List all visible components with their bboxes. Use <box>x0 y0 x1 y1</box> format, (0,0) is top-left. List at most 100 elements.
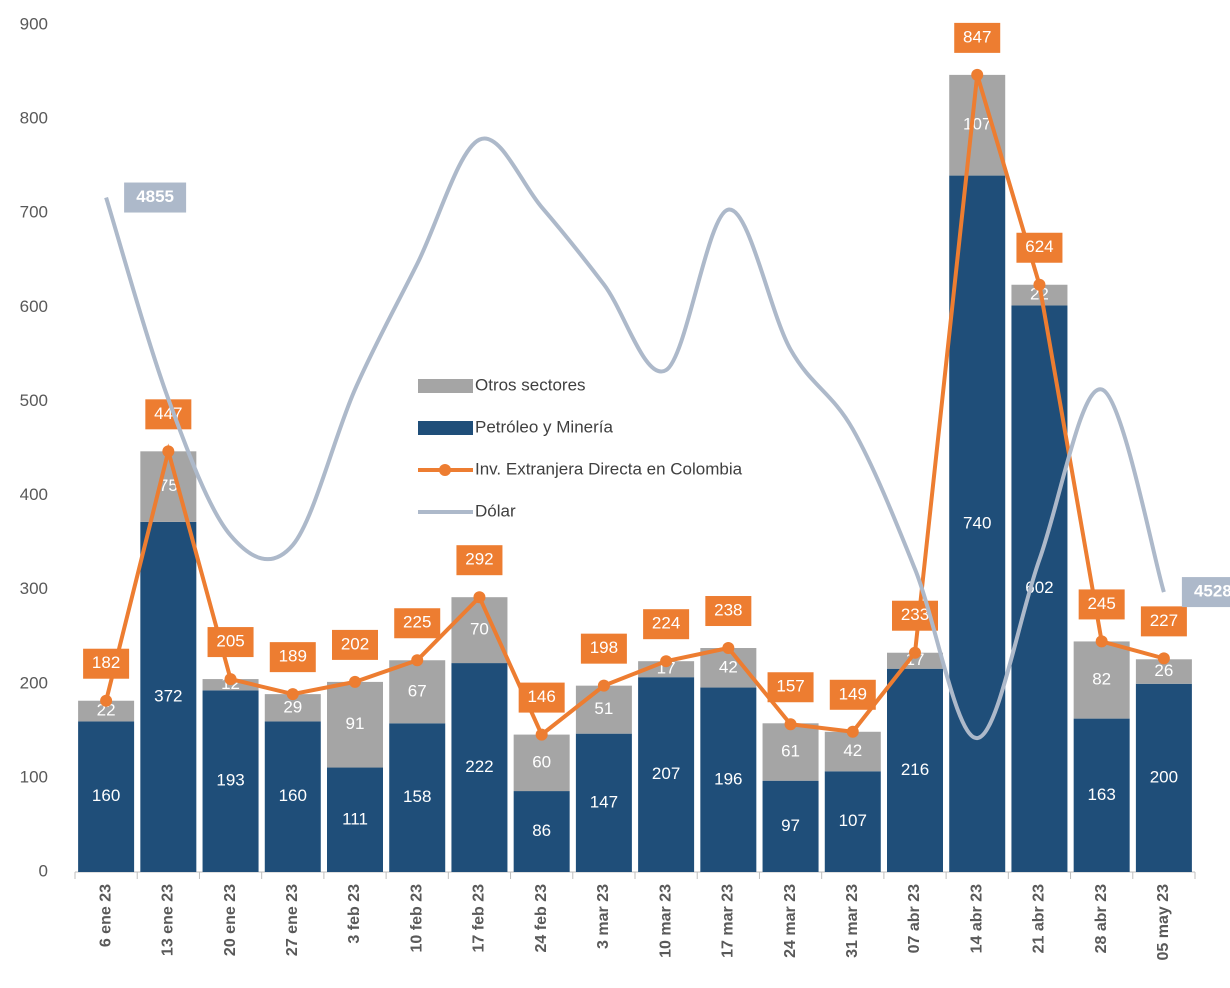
x-tick-label: 31 mar 23 <box>844 884 861 958</box>
dollar-value-label: 4855 <box>136 187 174 206</box>
bar <box>575 733 632 872</box>
x-tick-label: 20 ene 23 <box>222 884 239 956</box>
x-tick-label: 14 abr 23 <box>968 884 985 953</box>
y-tick-label: 200 <box>20 673 48 692</box>
x-tick-label: 05 may 23 <box>1155 884 1172 961</box>
total-label-box <box>394 608 441 639</box>
bar-value-label: 29 <box>283 697 302 716</box>
bar-value-label: 107 <box>963 115 991 134</box>
bar <box>451 663 508 872</box>
bar <box>513 791 570 872</box>
dollar-label-box <box>124 182 187 213</box>
bar-value-label: 86 <box>532 821 551 840</box>
bar <box>638 677 695 872</box>
total-value-label: 245 <box>1087 594 1115 613</box>
bar <box>1135 683 1192 872</box>
x-tick-label: 17 feb 23 <box>471 884 488 953</box>
bar-value-label: 147 <box>590 792 618 811</box>
total-marker <box>473 591 486 604</box>
total-value-label: 447 <box>154 404 182 423</box>
bar <box>140 451 197 522</box>
total-value-label: 225 <box>403 613 431 632</box>
bar-value-label: 97 <box>781 816 800 835</box>
total-label-box <box>83 648 130 679</box>
bar-value-label: 26 <box>1154 661 1173 680</box>
total-label-box <box>332 629 378 660</box>
bar <box>762 780 819 872</box>
total-label-box <box>705 596 752 627</box>
bar-value-label: 22 <box>97 701 116 720</box>
bar <box>887 652 943 669</box>
total-line <box>104 74 1165 738</box>
total-value-label: 157 <box>776 677 804 696</box>
total-value-label: 205 <box>216 632 244 651</box>
total-label-box <box>643 609 690 640</box>
bar-value-label: 42 <box>719 657 738 676</box>
total-label-box <box>269 642 316 673</box>
total-marker <box>971 68 984 81</box>
bar <box>140 521 197 872</box>
y-tick-label: 500 <box>20 391 48 410</box>
bar-value-label: 51 <box>594 699 613 718</box>
total-label-box <box>767 672 814 703</box>
bar-value-label: 193 <box>216 771 244 790</box>
total-marker <box>846 725 859 738</box>
bar-value-label: 372 <box>154 686 182 705</box>
x-tick-label: 17 mar 23 <box>720 884 737 958</box>
total-marker <box>909 646 921 659</box>
bar-value-label: 60 <box>532 752 551 771</box>
total-label-box <box>829 679 876 710</box>
bar-value-label: 42 <box>843 741 862 760</box>
x-tick-label: 10 mar 23 <box>657 884 674 958</box>
total-value-label: 189 <box>279 647 307 666</box>
y-tick-label: 0 <box>39 861 48 880</box>
total-label-box <box>1016 232 1063 263</box>
bar-value-label: 67 <box>408 681 427 700</box>
x-tick-label: 3 mar 23 <box>595 884 612 949</box>
total-value-label: 233 <box>901 605 929 624</box>
bar <box>78 721 135 872</box>
bar-value-label: 196 <box>714 769 742 788</box>
total-value-label: 149 <box>839 684 867 703</box>
total-marker <box>1095 635 1108 648</box>
bar <box>1073 641 1130 719</box>
total-marker <box>597 679 610 692</box>
legend-swatch <box>418 421 473 435</box>
bar <box>513 734 570 792</box>
bar-value-label: 75 <box>159 476 178 495</box>
bar <box>264 721 321 872</box>
total-marker <box>1033 278 1046 291</box>
bar-value-label: 107 <box>839 811 867 830</box>
x-tick-label: 28 abr 23 <box>1093 884 1110 953</box>
total-marker <box>411 654 424 667</box>
total-label-box <box>456 545 503 576</box>
total-marker <box>535 728 548 741</box>
total-value-label: 292 <box>465 550 493 569</box>
bar-value-label: 200 <box>1150 767 1178 786</box>
x-tick-label: 21 abr 23 <box>1031 884 1048 953</box>
total-value-label: 198 <box>590 638 618 657</box>
total-label-box <box>518 682 565 713</box>
bar-value-label: 158 <box>403 787 431 806</box>
bar <box>949 175 1006 873</box>
bar-value-label: 82 <box>1092 669 1111 688</box>
total-value-label: 847 <box>963 27 991 46</box>
bar-value-label: 160 <box>92 786 120 805</box>
total-label-box <box>580 633 627 664</box>
total-marker <box>100 694 113 707</box>
legend-swatch <box>418 379 473 393</box>
x-tick-label: 10 feb 23 <box>408 884 425 953</box>
y-tick-label: 300 <box>20 579 48 598</box>
total-label-box <box>1140 606 1187 637</box>
total-marker <box>784 718 797 731</box>
total-marker <box>722 642 735 655</box>
y-tick-label: 600 <box>20 297 48 316</box>
bar <box>327 767 383 872</box>
total-marker <box>660 655 673 668</box>
bar-value-label: 740 <box>963 513 991 532</box>
x-tick-label: 07 abr 23 <box>906 884 923 953</box>
total-value-label: 624 <box>1025 237 1053 256</box>
bar-value-label: 61 <box>781 741 800 760</box>
bar <box>824 731 881 772</box>
